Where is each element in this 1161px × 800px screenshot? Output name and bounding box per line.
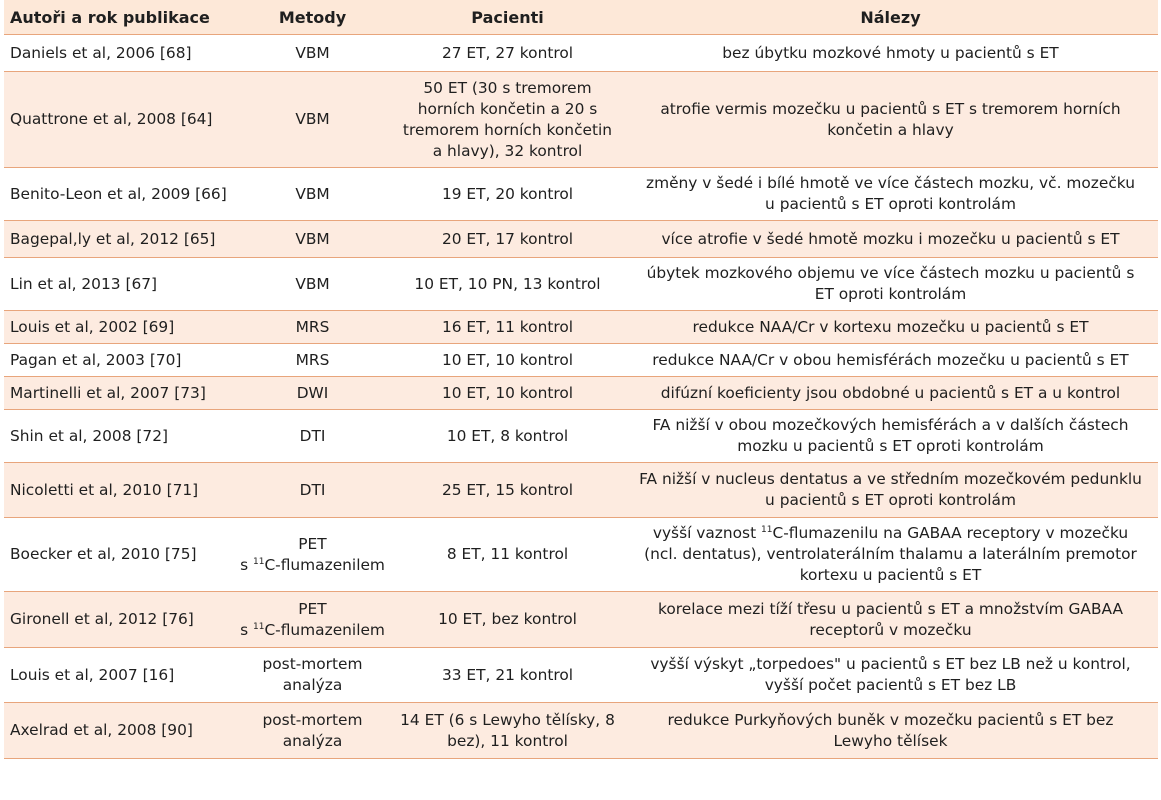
author-cell: Gironell et al, 2012 [76] bbox=[10, 610, 194, 628]
author-cell: Louis et al, 2007 [16] bbox=[10, 665, 175, 684]
table-row: Gironell et al, 2012 [76] PET s 11C-fluma… bbox=[4, 591, 1158, 648]
findings-rest: C-flumazenilu na GABAA receptory v mozeč… bbox=[644, 524, 1137, 584]
table-row: Pagan et al, 2003 [70] MRS 10 ET, 10 kon… bbox=[4, 343, 1158, 377]
isotope-superscript: 11 bbox=[252, 621, 265, 632]
method-cell: PET s 11C-flumazenilem bbox=[233, 518, 392, 592]
method-prefix: s bbox=[240, 555, 253, 574]
patients-cell: 14 ET (6 s Lewyho tělísky, 8 bez), 11 ko… bbox=[400, 710, 615, 750]
studies-table: Autoři a rok publikace Metody Pacienti N… bbox=[4, 0, 1158, 759]
method-cell: DTI bbox=[299, 480, 326, 499]
findings-cell: více atrofie v šedé hmotě mozku i mozečk… bbox=[661, 229, 1120, 248]
patients-cell: 25 ET, 15 kontrol bbox=[441, 480, 574, 499]
author-cell: Shin et al, 2008 [72] bbox=[10, 426, 168, 445]
table-row: Lin et al, 2013 [67] VBM 10 ET, 10 PN, 1… bbox=[4, 257, 1158, 311]
table-row: Boecker et al, 2010 [75] PET s 11C-flumaz… bbox=[4, 517, 1158, 592]
table-row: Shin et al, 2008 [72] DTI 10 ET, 8 kontr… bbox=[4, 409, 1158, 463]
author-cell: Boecker et al, 2010 [75] bbox=[10, 545, 197, 563]
findings-cell: FA nižší v nucleus dentatus a ve střední… bbox=[639, 470, 1142, 509]
method-cell: VBM bbox=[295, 43, 330, 62]
findings-cell: atrofie vermis mozečku u pacientů s ET s… bbox=[660, 99, 1121, 139]
table-row: Louis et al, 2002 [69] MRS 16 ET, 11 kon… bbox=[4, 310, 1158, 344]
author-cell: Bagepal,ly et al, 2012 [65] bbox=[10, 229, 216, 248]
table-row: Louis et al, 2007 [16] post-mortem analý… bbox=[4, 647, 1158, 703]
method-line2: C-flumazenilem bbox=[264, 620, 385, 639]
isotope-superscript: 11 bbox=[252, 556, 265, 567]
patients-cell: 10 ET, bez kontrol bbox=[438, 610, 577, 628]
author-cell: Pagan et al, 2003 [70] bbox=[10, 350, 182, 369]
table-header-row: Autoři a rok publikace Metody Pacienti N… bbox=[4, 0, 1158, 35]
method-cell: VBM bbox=[295, 229, 330, 248]
patients-cell: 19 ET, 20 kontrol bbox=[441, 184, 574, 203]
method-cell: PET s 11C-flumazenilem bbox=[233, 592, 392, 648]
method-cell: VBM bbox=[295, 184, 330, 203]
table-row: Axelrad et al, 2008 [90] post-mortem ana… bbox=[4, 702, 1158, 759]
table-row: Benito-Leon et al, 2009 [66] VBM 19 ET, … bbox=[4, 167, 1158, 221]
method-cell: DWI bbox=[296, 383, 329, 402]
patients-cell: 8 ET, 11 kontrol bbox=[446, 545, 569, 563]
method-cell: MRS bbox=[295, 350, 330, 369]
method-cell: VBM bbox=[295, 110, 330, 128]
author-cell: Benito-Leon et al, 2009 [66] bbox=[10, 184, 227, 203]
author-cell: Daniels et al, 2006 [68] bbox=[10, 43, 192, 62]
author-cell: Louis et al, 2002 [69] bbox=[10, 317, 175, 336]
patients-cell: 33 ET, 21 kontrol bbox=[441, 665, 574, 684]
method-cell: VBM bbox=[295, 274, 330, 293]
header-authors: Autoři a rok publikace bbox=[4, 0, 233, 35]
findings-cell: redukce Purkyňových buněk v mozečku paci… bbox=[667, 710, 1114, 750]
patients-cell: 10 ET, 8 kontrol bbox=[446, 426, 569, 445]
method-line1: PET bbox=[298, 599, 327, 618]
findings-cell: korelace mezi tíží třesu u pacientů s ET… bbox=[658, 599, 1123, 639]
patients-cell: 50 ET (30 s tremorem horních končetin a … bbox=[402, 78, 613, 160]
findings-cell: změny v šedé i bílé hmotě ve více částec… bbox=[646, 174, 1135, 213]
method-line2: C-flumazenilem bbox=[264, 555, 385, 574]
isotope-superscript: 11 bbox=[761, 524, 773, 535]
findings-cell: vyšší vaznost 11C-flumazenilu na GABAA r… bbox=[623, 518, 1158, 592]
patients-cell: 10 ET, 10 kontrol bbox=[441, 383, 574, 402]
method-cell: post-mortem analýza bbox=[262, 655, 363, 694]
method-cell: DTI bbox=[299, 426, 326, 445]
table-row: Daniels et al, 2006 [68] VBM 27 ET, 27 k… bbox=[4, 34, 1158, 72]
table-row: Nicoletti et al, 2010 [71] DTI 25 ET, 15… bbox=[4, 462, 1158, 518]
patients-cell: 27 ET, 27 kontrol bbox=[441, 43, 574, 62]
table-container: Autoři a rok publikace Metody Pacienti N… bbox=[4, 0, 1158, 759]
author-cell: Martinelli et al, 2007 [73] bbox=[10, 383, 206, 402]
method-prefix: s bbox=[240, 620, 253, 639]
findings-cell: úbytek mozkového objemu ve více částech … bbox=[646, 264, 1135, 303]
patients-cell: 16 ET, 11 kontrol bbox=[441, 317, 574, 336]
author-cell: Nicoletti et al, 2010 [71] bbox=[10, 480, 199, 499]
findings-cell: FA nižší v obou mozečkových hemisférách … bbox=[652, 416, 1129, 455]
table-row: Bagepal,ly et al, 2012 [65] VBM 20 ET, 1… bbox=[4, 220, 1158, 258]
method-line1: PET bbox=[298, 534, 327, 553]
findings-cell: difúzní koeficienty jsou obdobné u pacie… bbox=[660, 383, 1121, 402]
header-methods: Metody bbox=[233, 0, 392, 35]
header-findings: Nálezy bbox=[623, 0, 1158, 35]
author-cell: Axelrad et al, 2008 [90] bbox=[10, 721, 193, 739]
findings-cell: bez úbytku mozkové hmoty u pacientů s ET bbox=[722, 43, 1059, 62]
author-cell: Lin et al, 2013 [67] bbox=[10, 274, 158, 293]
table-row: Quattrone et al, 2008 [64] VBM 50 ET (30… bbox=[4, 71, 1158, 168]
header-patients: Pacienti bbox=[392, 0, 623, 35]
findings-prefix: vyšší vaznost bbox=[652, 524, 761, 542]
author-cell: Quattrone et al, 2008 [64] bbox=[10, 110, 213, 128]
patients-cell: 10 ET, 10 kontrol bbox=[441, 350, 574, 369]
findings-cell: vyšší výskyt „torpedoes" u pacientů s ET… bbox=[650, 655, 1131, 694]
findings-cell: redukce NAA/Cr v kortexu mozečku u pacie… bbox=[692, 317, 1089, 336]
table-row: Martinelli et al, 2007 [73] DWI 10 ET, 1… bbox=[4, 376, 1158, 410]
patients-cell: 10 ET, 10 PN, 13 kontrol bbox=[414, 274, 601, 293]
findings-cell: redukce NAA/Cr v obou hemisférách mozečk… bbox=[652, 350, 1129, 369]
method-cell: MRS bbox=[295, 317, 330, 336]
patients-cell: 20 ET, 17 kontrol bbox=[441, 229, 574, 248]
method-cell: post-mortem analýza bbox=[262, 710, 363, 750]
